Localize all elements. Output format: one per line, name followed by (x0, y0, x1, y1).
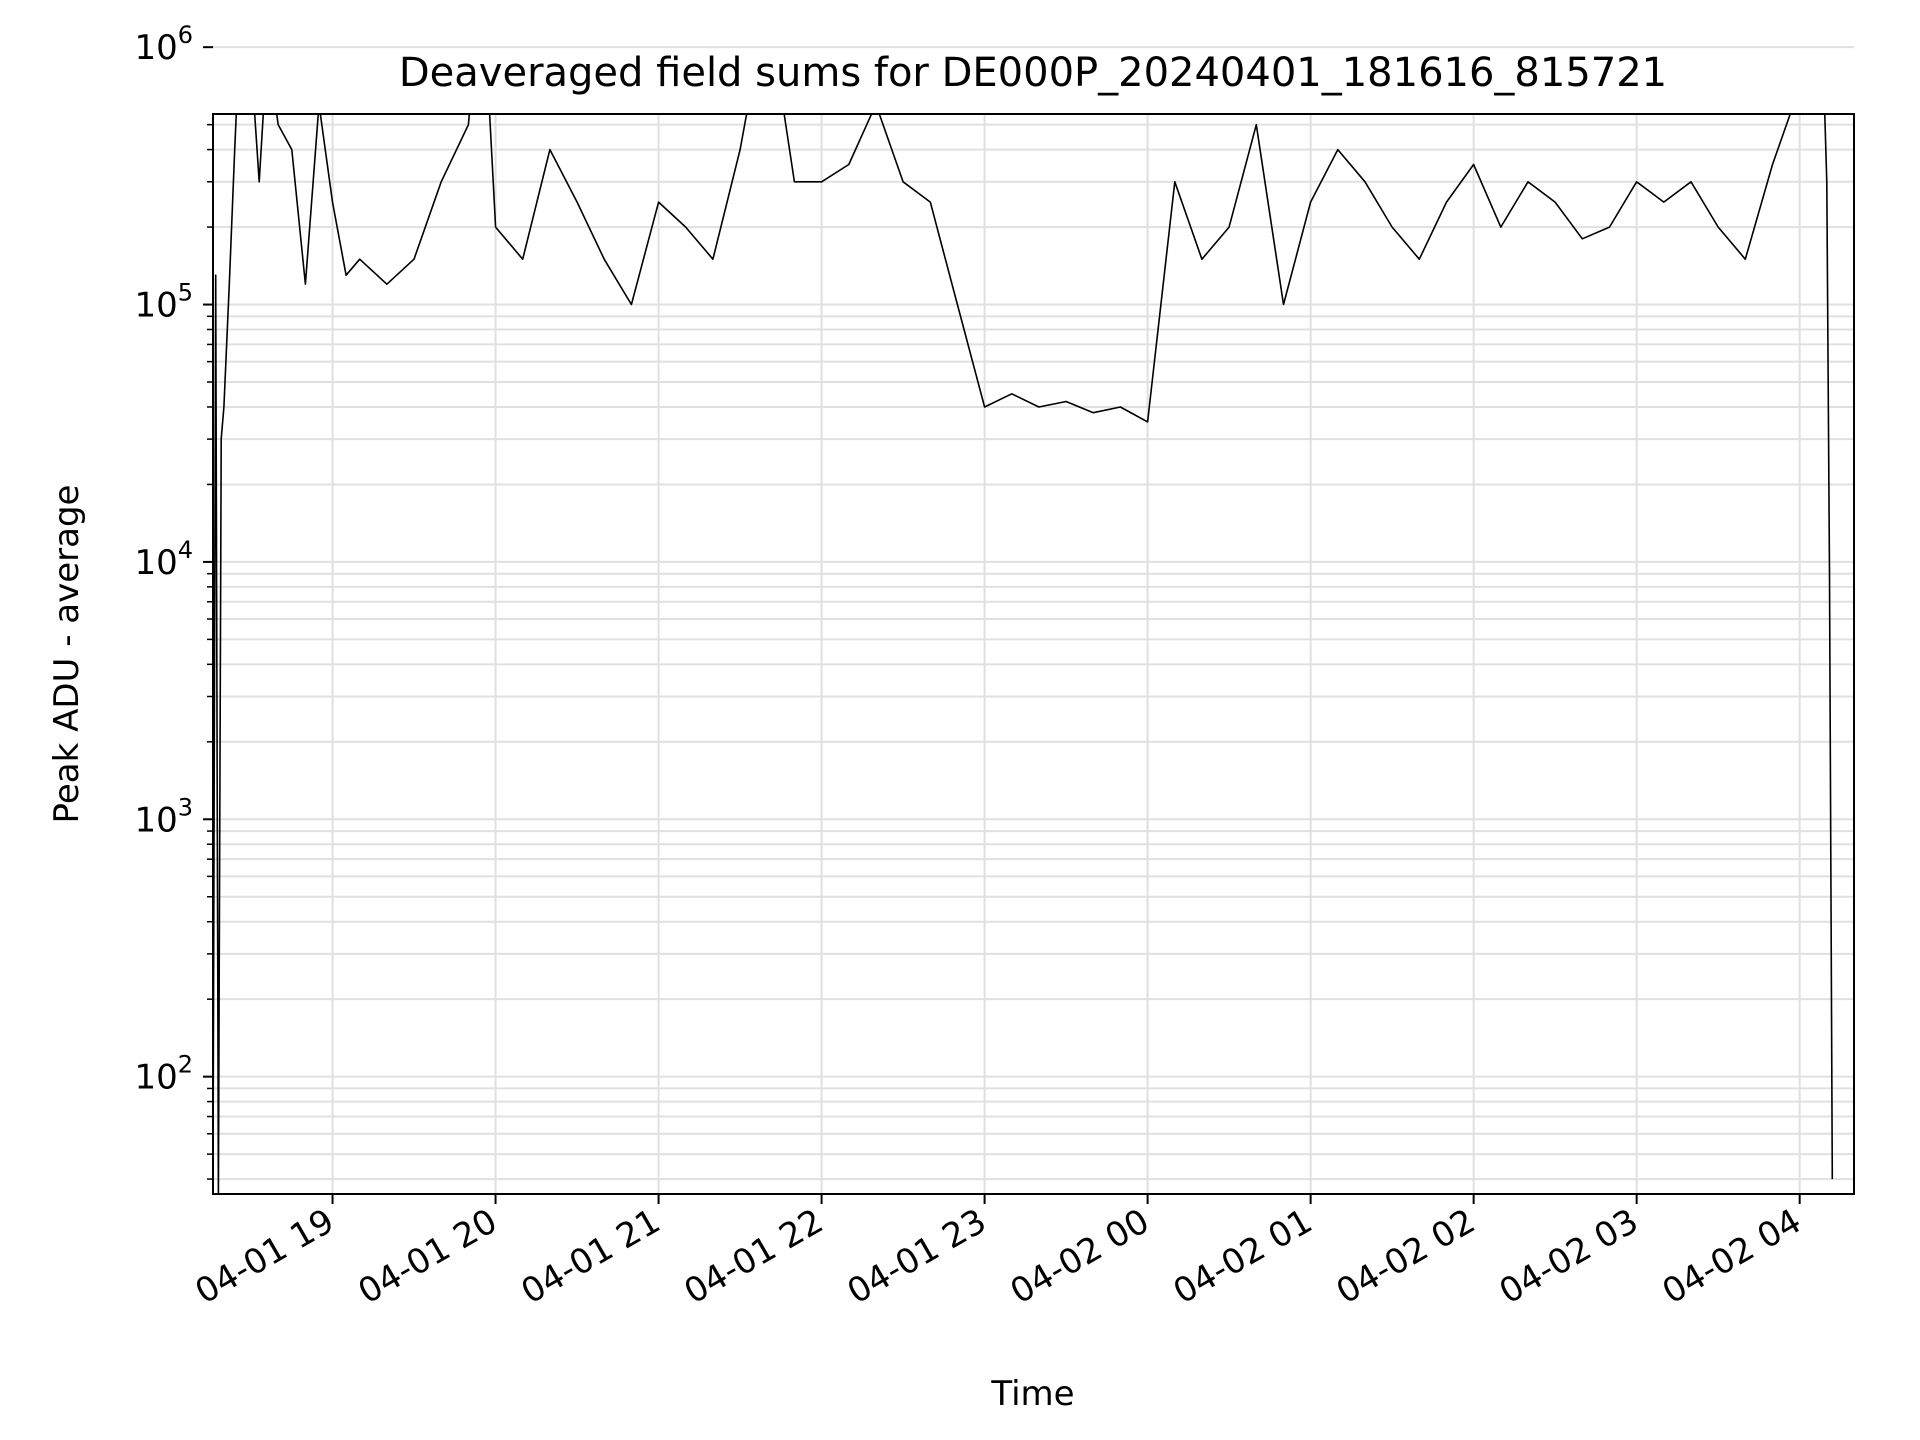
chart-title: Deaveraged field sums for DE000P_2024040… (399, 50, 1667, 96)
y-tick-label: 104 (134, 536, 193, 583)
y-axis-label: Peak ADU - average (47, 485, 87, 824)
y-tick-label: 106 (134, 21, 193, 68)
series-line (213, 114, 1834, 1194)
y-tick-label: 102 (134, 1051, 193, 1098)
data-series (213, 114, 1834, 1194)
x-axis-label: Time (990, 1374, 1074, 1414)
grid (213, 46, 1854, 1194)
plot-frame (212, 113, 1855, 1195)
y-tick-label: 105 (134, 279, 193, 326)
y-tick-label: 103 (134, 793, 193, 840)
y-axis: 102 103 104 105 106 (134, 21, 213, 1180)
